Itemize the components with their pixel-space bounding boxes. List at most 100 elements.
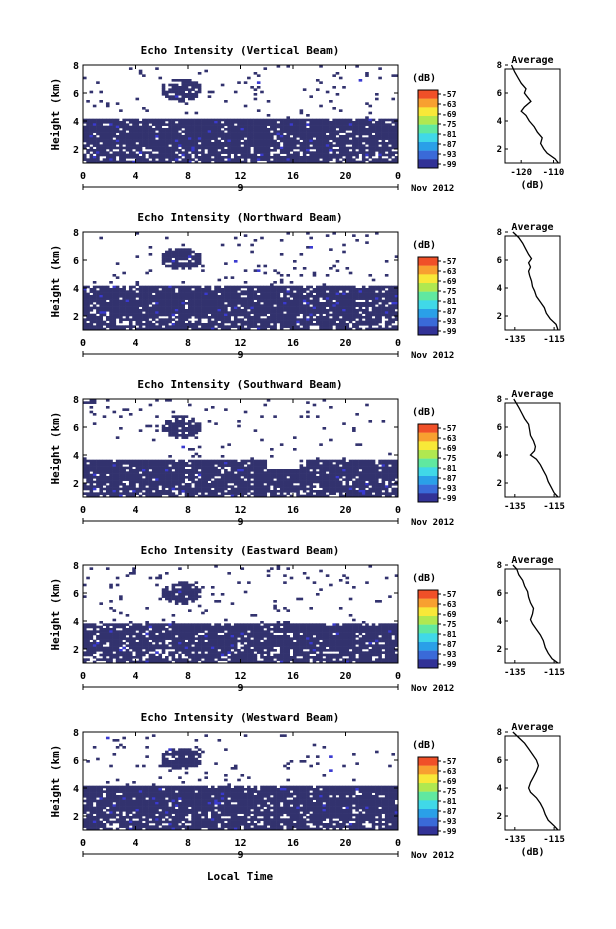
heatmap-cell xyxy=(240,325,245,328)
heatmap-cell xyxy=(99,459,103,463)
heatmap-cell xyxy=(306,246,310,249)
heatmap-cell xyxy=(227,295,231,298)
heatmap-cell xyxy=(89,459,94,463)
heatmap-cell xyxy=(329,132,333,136)
heatmap-cell xyxy=(279,239,284,242)
heatmap-cell xyxy=(168,399,172,402)
heatmap-cell xyxy=(148,121,153,124)
heatmap-cell xyxy=(293,151,297,154)
heatmap-cell xyxy=(188,267,192,270)
heatmap-cell xyxy=(329,462,333,465)
heatmap-cell xyxy=(181,309,186,312)
heatmap-cell xyxy=(276,156,281,159)
heatmap-cell xyxy=(358,485,363,488)
heatmap-cell xyxy=(109,320,113,324)
heatmap-cell xyxy=(99,125,103,129)
heatmap-cell xyxy=(335,483,340,486)
heatmap-cell xyxy=(358,316,363,319)
heatmap-cell xyxy=(168,88,172,91)
heatmap-cell xyxy=(171,95,176,98)
heatmap-cell xyxy=(296,135,300,138)
heatmap-cell xyxy=(148,311,153,314)
heatmap-cell xyxy=(210,121,215,124)
heatmap-cell xyxy=(86,144,90,147)
heatmap-cell xyxy=(132,473,136,477)
heatmap-cell xyxy=(105,118,110,122)
heatmap-cell xyxy=(361,292,366,296)
heatmap-cell xyxy=(237,469,241,472)
heatmap-cell xyxy=(289,128,294,131)
heatmap-cell xyxy=(325,462,330,465)
heatmap-cell xyxy=(89,480,94,484)
heatmap-cell xyxy=(293,135,297,138)
heatmap-cell xyxy=(207,149,212,152)
heatmap-cell xyxy=(128,144,133,147)
heatmap-cell xyxy=(381,151,386,154)
heatmap-cell xyxy=(168,83,172,87)
heatmap-cell xyxy=(296,153,300,157)
heatmap-cell xyxy=(155,139,159,143)
heatmap-cell xyxy=(335,325,340,328)
heatmap-cell xyxy=(237,123,241,126)
heatmap-cell xyxy=(128,311,133,314)
heatmap-cell xyxy=(312,297,317,300)
heatmap-cell xyxy=(188,156,192,159)
heatmap-cell xyxy=(230,128,235,131)
heatmap-cell xyxy=(322,125,327,129)
heatmap-cell xyxy=(319,471,323,474)
heatmap-cell xyxy=(210,316,215,319)
heatmap-cell xyxy=(161,480,166,484)
heatmap-cell xyxy=(158,158,163,161)
heatmap-cell xyxy=(197,302,202,305)
heatmap-cell xyxy=(319,478,323,481)
heatmap-cell xyxy=(168,299,172,303)
heatmap-cell xyxy=(329,327,333,331)
heatmap-cell xyxy=(368,125,373,129)
heatmap-cell xyxy=(335,327,340,331)
heatmap-cell xyxy=(243,302,248,305)
heatmap-cell xyxy=(119,464,123,467)
heatmap-cell xyxy=(220,290,225,293)
heatmap-cell xyxy=(102,459,107,463)
heatmap-cell xyxy=(194,156,199,159)
heatmap-cell xyxy=(394,473,399,477)
heatmap-cell xyxy=(122,485,126,488)
heatmap-cell xyxy=(266,151,271,154)
heatmap-cell xyxy=(296,469,300,472)
heatmap-cell xyxy=(188,135,192,138)
heatmap-cell xyxy=(345,471,350,474)
heatmap-cell xyxy=(89,121,94,124)
heatmap-cell xyxy=(148,464,153,467)
heatmap-cell xyxy=(184,118,189,122)
heatmap-cell xyxy=(220,478,225,481)
heatmap-cell xyxy=(240,478,245,481)
colorbar-tick-label: -87 xyxy=(442,307,457,316)
heatmap-cell xyxy=(365,118,369,122)
heatmap-cell xyxy=(319,290,323,293)
heatmap-cell xyxy=(237,313,241,317)
date-label: Nov 2012 xyxy=(411,184,454,194)
heatmap-cell xyxy=(194,299,199,303)
heatmap-cell xyxy=(92,125,97,129)
heatmap-cell xyxy=(132,490,136,493)
heatmap-cell xyxy=(168,309,172,312)
heatmap-cell xyxy=(184,83,189,87)
heatmap-cell xyxy=(178,285,182,289)
heatmap-cell xyxy=(309,302,313,305)
heatmap-cell xyxy=(105,153,110,157)
heatmap-cell xyxy=(122,135,126,138)
heatmap-cell xyxy=(105,137,110,140)
heatmap-cell xyxy=(145,288,149,291)
heatmap-cell xyxy=(243,149,248,152)
heatmap-cell xyxy=(273,156,277,159)
heatmap-cell xyxy=(224,121,228,124)
heatmap-cell xyxy=(279,123,284,126)
heatmap-cell xyxy=(184,137,189,140)
heatmap-cell xyxy=(197,123,202,126)
heatmap-cell xyxy=(384,123,389,126)
heatmap-cell xyxy=(368,128,373,131)
heatmap-cell xyxy=(214,144,218,147)
heatmap-cell xyxy=(247,125,251,129)
heatmap-cell xyxy=(338,149,343,152)
heatmap-cell xyxy=(338,471,343,474)
